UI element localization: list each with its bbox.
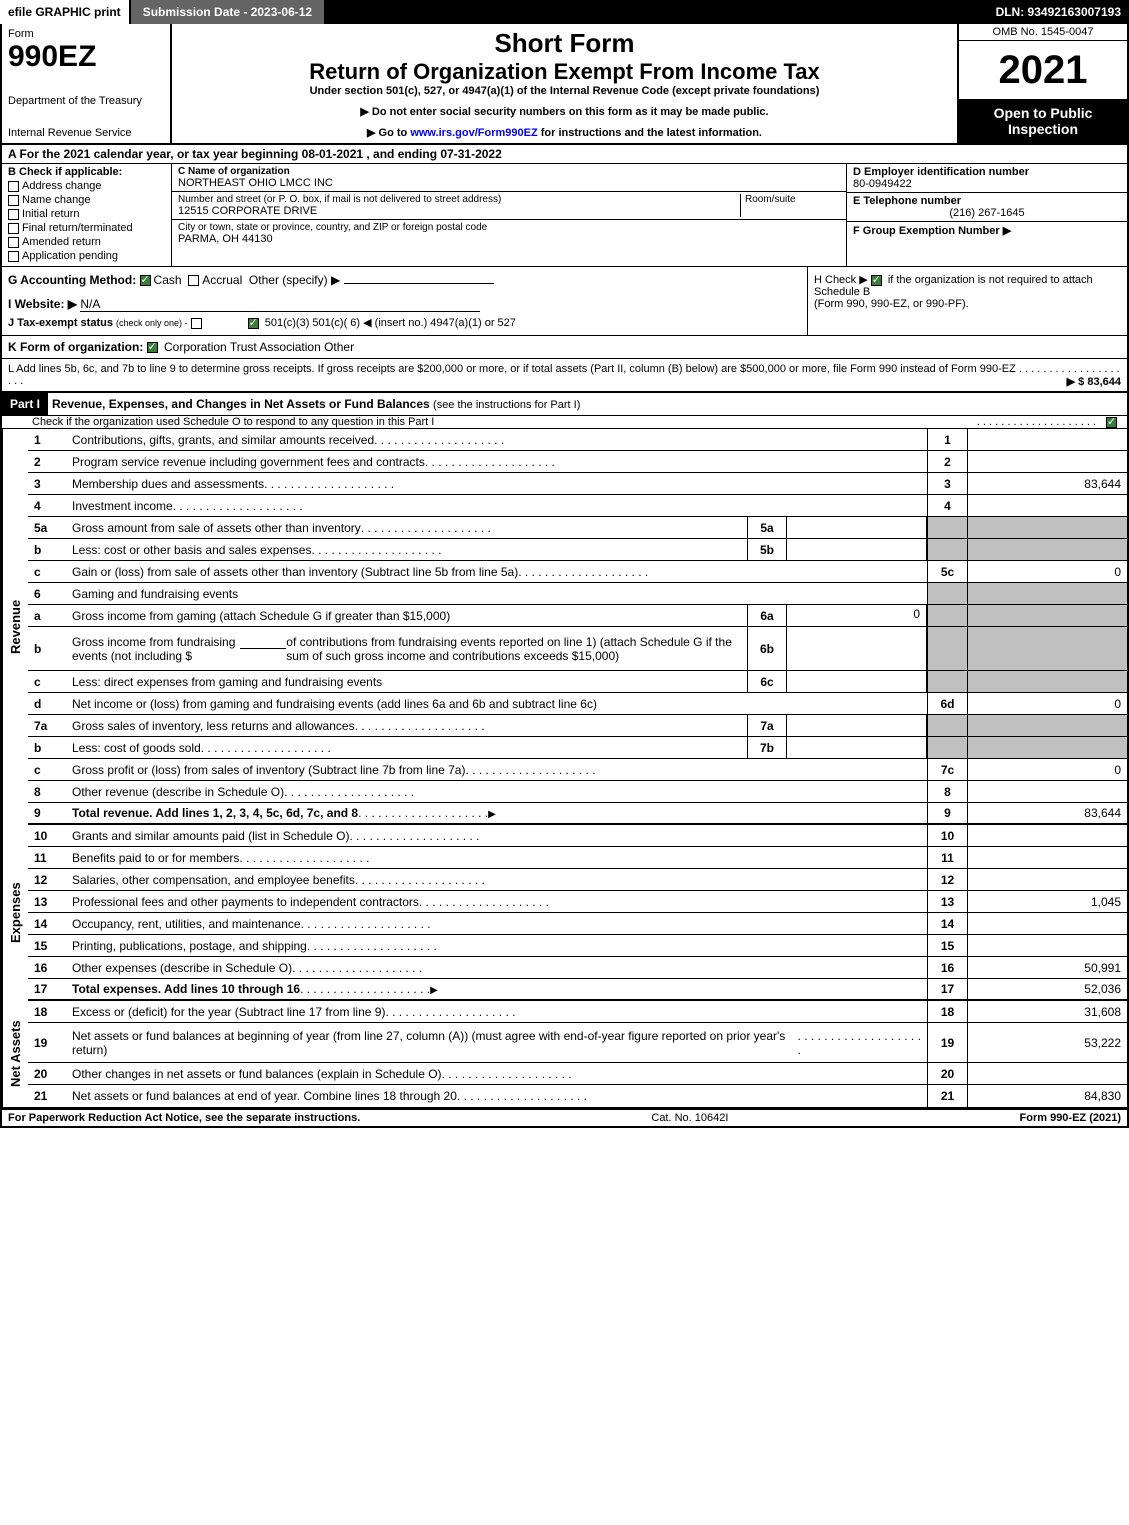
- part-i-check: Check if the organization used Schedule …: [0, 416, 1129, 429]
- netassets-label: Net Assets: [2, 1001, 28, 1107]
- ein: 80-0949422: [853, 178, 1121, 190]
- c-city-label: City or town, state or province, country…: [178, 222, 840, 233]
- line-10-val: [967, 825, 1127, 846]
- line-5c-val: 0: [967, 561, 1127, 582]
- open-inspection: Open to Public Inspection: [959, 99, 1127, 143]
- c-name-label: C Name of organization: [178, 166, 840, 177]
- chk-501c[interactable]: [248, 318, 259, 329]
- revenue-label: Revenue: [2, 429, 28, 825]
- note-ssn: ▶ Do not enter social security numbers o…: [176, 105, 953, 118]
- expenses-section: Expenses 10Grants and similar amounts pa…: [0, 825, 1129, 1001]
- section-g: G Accounting Method: Cash Accrual Other …: [2, 267, 807, 335]
- i-label: I Website: ▶: [8, 297, 77, 311]
- org-city: PARMA, OH 44130: [178, 233, 840, 245]
- form-word: Form: [8, 28, 164, 40]
- chk-pending[interactable]: [8, 251, 19, 262]
- chk-final[interactable]: [8, 223, 19, 234]
- irs-link[interactable]: www.irs.gov/Form990EZ: [410, 127, 537, 139]
- short-form-title: Short Form: [176, 28, 953, 59]
- section-c: C Name of organization NORTHEAST OHIO LM…: [172, 164, 847, 266]
- line-15-val: [967, 935, 1127, 956]
- line-18-val: 31,608: [967, 1001, 1127, 1022]
- line-16-val: 50,991: [967, 957, 1127, 978]
- chk-501c3[interactable]: [191, 318, 202, 329]
- section-def: D Employer identification number 80-0949…: [847, 164, 1127, 266]
- chk-address[interactable]: [8, 181, 19, 192]
- line-13-val: 1,045: [967, 891, 1127, 912]
- line-12-val: [967, 869, 1127, 890]
- form-number: 990EZ: [8, 40, 164, 74]
- line-14-val: [967, 913, 1127, 934]
- footer-notice: For Paperwork Reduction Act Notice, see …: [8, 1112, 360, 1124]
- chk-h[interactable]: [871, 275, 882, 286]
- revenue-section: Revenue 1Contributions, gifts, grants, a…: [0, 429, 1129, 825]
- submission-date: Submission Date - 2023-06-12: [129, 0, 326, 24]
- footer: For Paperwork Reduction Act Notice, see …: [0, 1109, 1129, 1128]
- line-21-val: 84,830: [967, 1085, 1127, 1107]
- line-7c-val: 0: [967, 759, 1127, 780]
- form-ref: Form 990-EZ (2021): [1020, 1112, 1121, 1124]
- chk-initial[interactable]: [8, 209, 19, 220]
- line-9-val: 83,644: [967, 803, 1127, 823]
- note-goto: ▶ Go to www.irs.gov/Form990EZ for instru…: [176, 126, 953, 139]
- omb-number: OMB No. 1545-0047: [959, 24, 1127, 41]
- cat-no: Cat. No. 10642I: [360, 1112, 1019, 1124]
- efile-label[interactable]: efile GRAPHIC print: [0, 0, 129, 24]
- b-label: B Check if applicable:: [8, 166, 165, 178]
- c-room-label: Room/suite: [745, 194, 840, 205]
- line-6d-val: 0: [967, 693, 1127, 714]
- chk-schedule-o[interactable]: [1106, 417, 1117, 428]
- e-label: E Telephone number: [853, 195, 1121, 207]
- dln: DLN: 93492163007193: [988, 5, 1129, 19]
- dept-treasury: Department of the Treasury: [8, 95, 164, 107]
- chk-name[interactable]: [8, 195, 19, 206]
- j-label: J Tax-exempt status: [8, 317, 113, 329]
- row-a: A For the 2021 calendar year, or tax yea…: [0, 145, 1129, 164]
- return-title: Return of Organization Exempt From Incom…: [176, 59, 953, 85]
- netassets-section: Net Assets 18Excess or (deficit) for the…: [0, 1001, 1129, 1109]
- section-bcdef: B Check if applicable: Address change Na…: [0, 164, 1129, 267]
- phone: (216) 267-1645: [853, 207, 1121, 219]
- line-19-val: 53,222: [967, 1023, 1127, 1062]
- chk-amended[interactable]: [8, 237, 19, 248]
- c-street-label: Number and street (or P. O. box, if mail…: [178, 194, 740, 205]
- tax-year: 2021: [959, 41, 1127, 99]
- org-street: 12515 CORPORATE DRIVE: [178, 205, 740, 217]
- line-2-val: [967, 451, 1127, 472]
- section-b: B Check if applicable: Address change Na…: [2, 164, 172, 266]
- line-1-val: [967, 429, 1127, 450]
- line-4-val: [967, 495, 1127, 516]
- chk-cash[interactable]: [140, 275, 151, 286]
- gross-receipts: ▶ $ 83,644: [1067, 375, 1121, 388]
- line-20-val: [967, 1063, 1127, 1084]
- line-8-val: [967, 781, 1127, 802]
- part-i-label: Part I: [2, 393, 48, 415]
- line-17-val: 52,036: [967, 979, 1127, 999]
- line-6a-subval: 0: [787, 605, 927, 626]
- f-label: F Group Exemption Number ▶: [853, 224, 1121, 237]
- d-label: D Employer identification number: [853, 166, 1121, 178]
- part-i-header: Part I Revenue, Expenses, and Changes in…: [0, 393, 1129, 416]
- website: N/A: [80, 297, 480, 312]
- gh-block: G Accounting Method: Cash Accrual Other …: [0, 267, 1129, 336]
- dept-irs: Internal Revenue Service: [8, 127, 164, 139]
- row-l: L Add lines 5b, 6c, and 7b to line 9 to …: [0, 359, 1129, 393]
- org-name: NORTHEAST OHIO LMCC INC: [178, 177, 840, 189]
- line-3-val: 83,644: [967, 473, 1127, 494]
- top-bar: efile GRAPHIC print Submission Date - 20…: [0, 0, 1129, 24]
- chk-corp[interactable]: [147, 342, 158, 353]
- under-section: Under section 501(c), 527, or 4947(a)(1)…: [176, 85, 953, 97]
- expenses-label: Expenses: [2, 825, 28, 1001]
- chk-accrual[interactable]: [188, 275, 199, 286]
- section-h: H Check ▶ if the organization is not req…: [807, 267, 1127, 335]
- form-header: Form 990EZ Department of the Treasury In…: [0, 24, 1129, 145]
- row-k: K Form of organization: Corporation Trus…: [0, 336, 1129, 359]
- line-11-val: [967, 847, 1127, 868]
